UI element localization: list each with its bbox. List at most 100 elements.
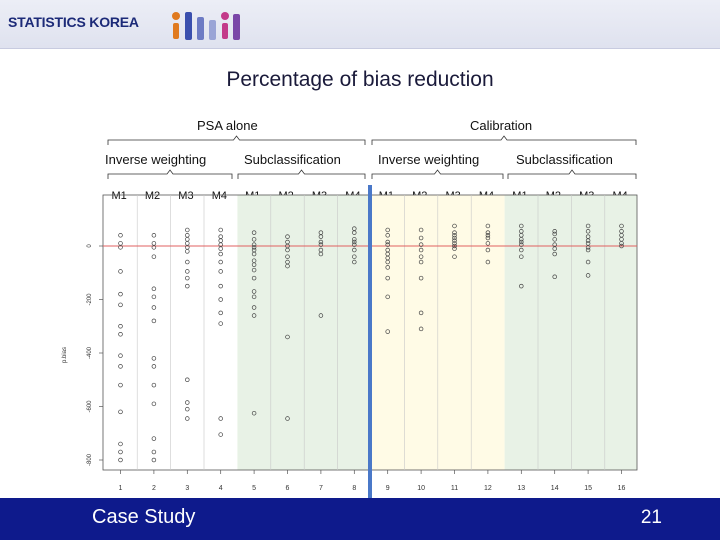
- data-point: [151, 318, 157, 324]
- data-point: [585, 238, 591, 243]
- x-tick-label: 2: [152, 485, 156, 492]
- y-tick-label: -400: [87, 346, 93, 359]
- data-point: [285, 416, 290, 421]
- data-point: [118, 409, 123, 415]
- data-point: [452, 241, 457, 246]
- data-point: [285, 234, 290, 239]
- data-point: [385, 259, 390, 265]
- data-point: [118, 353, 123, 358]
- data-point: [118, 457, 123, 463]
- data-point: [552, 231, 557, 237]
- data-point: [418, 259, 424, 265]
- data-point: [585, 223, 591, 229]
- data-point: [185, 233, 190, 238]
- data-point: [519, 254, 524, 259]
- x-tick-label: 11: [451, 485, 458, 492]
- group-label-calibration: Calibration: [470, 118, 533, 133]
- data-point: [218, 432, 223, 437]
- data-point: [185, 227, 190, 233]
- y-axis-label: p.bias: [62, 347, 68, 363]
- data-point: [218, 297, 223, 302]
- method-label: M1: [111, 190, 127, 202]
- data-point: [585, 273, 591, 278]
- y-tick-label: -800: [87, 453, 93, 466]
- data-point: [318, 239, 324, 245]
- slide-footer: Case Study 21: [0, 498, 720, 540]
- data-point: [251, 267, 257, 273]
- page-number: 21: [640, 507, 662, 528]
- data-point: [552, 251, 557, 257]
- data-point: [185, 416, 190, 421]
- data-point: [185, 269, 190, 274]
- data-point: [519, 283, 524, 289]
- data-point: [585, 229, 591, 234]
- data-point: [118, 364, 123, 369]
- x-tick-label: 10: [417, 485, 425, 492]
- x-tick-label: 14: [551, 485, 559, 492]
- data-point: [418, 275, 424, 281]
- data-point: [418, 235, 424, 241]
- data-point: [485, 241, 491, 246]
- brand-name: STATISTICS KOREA: [8, 14, 139, 30]
- data-point: [318, 234, 324, 239]
- data-point: [251, 251, 257, 257]
- x-tick-label: 13: [517, 485, 525, 492]
- method-label: M4: [211, 190, 227, 202]
- x-tick-label: 15: [584, 485, 592, 492]
- data-point: [251, 313, 257, 318]
- data-point: [318, 242, 324, 247]
- data-point: [585, 245, 591, 250]
- data-point: [251, 410, 257, 416]
- data-point: [552, 274, 557, 280]
- band-calibration-subclassification: [504, 195, 637, 470]
- data-point: [418, 254, 424, 259]
- data-point: [151, 449, 157, 455]
- data-point: [118, 302, 123, 308]
- data-point: [519, 247, 524, 253]
- data-point: [485, 235, 491, 241]
- data-point: [519, 242, 524, 247]
- bracket-subclassification-2: [507, 169, 637, 179]
- statistics-korea-logo-icon: [172, 12, 240, 40]
- data-point: [118, 241, 123, 246]
- y-tick-label: -200: [87, 293, 93, 306]
- x-tick-label: 4: [219, 485, 223, 492]
- subgroup-label-subclassification-1: Subclassification: [244, 152, 341, 167]
- data-point: [118, 269, 123, 274]
- data-point: [385, 227, 390, 233]
- data-point: [352, 230, 357, 235]
- data-point: [385, 242, 390, 247]
- data-point: [185, 259, 190, 265]
- data-point: [619, 241, 624, 246]
- data-point: [218, 234, 223, 239]
- data-point: [352, 247, 357, 253]
- data-point: [151, 254, 157, 259]
- data-point: [418, 242, 424, 247]
- x-tick-label: 5: [252, 485, 256, 492]
- data-point: [218, 246, 223, 251]
- data-point: [185, 283, 190, 289]
- data-point: [519, 223, 524, 229]
- method-label: M3: [178, 190, 194, 202]
- data-point: [552, 229, 557, 234]
- data-point: [251, 245, 257, 250]
- data-point: [118, 441, 123, 447]
- data-point: [385, 233, 390, 238]
- data-point: [251, 305, 257, 310]
- data-point: [218, 251, 223, 257]
- data-point: [151, 436, 157, 441]
- data-point: [452, 235, 457, 241]
- data-point: [118, 332, 123, 337]
- data-point: [318, 251, 324, 257]
- data-point: [552, 246, 557, 251]
- data-point: [352, 239, 357, 245]
- data-point: [418, 247, 424, 253]
- method-label: M2: [144, 190, 161, 202]
- data-point: [218, 227, 223, 233]
- data-point: [185, 406, 190, 412]
- data-point: [485, 259, 491, 265]
- data-point: [151, 241, 157, 246]
- data-point: [151, 305, 157, 310]
- data-point: [218, 238, 223, 243]
